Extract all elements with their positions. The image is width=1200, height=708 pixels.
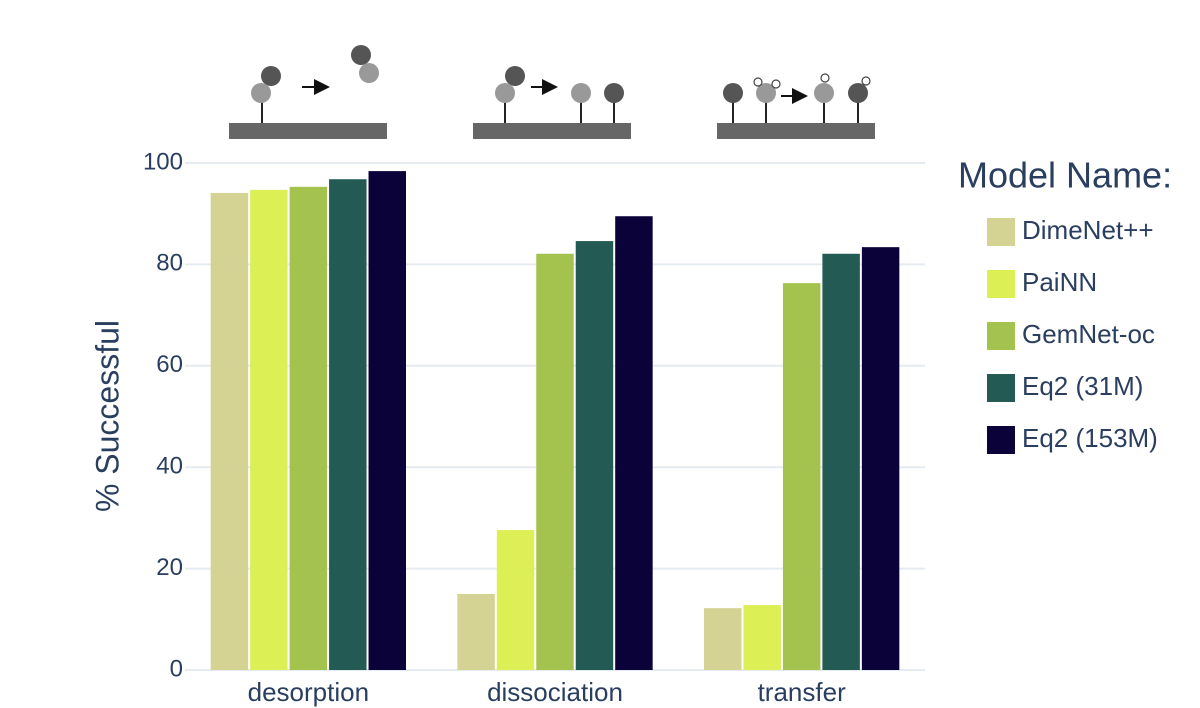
legend-swatch	[987, 374, 1015, 402]
legend-swatch	[987, 270, 1015, 298]
x-tick-label: desorption	[248, 677, 369, 707]
bar	[536, 253, 574, 671]
legend-label: DimeNet++	[1022, 215, 1154, 245]
y-tick-label: 100	[143, 148, 183, 175]
y-tick-label: 60	[156, 351, 183, 378]
legend-title: Model Name:	[958, 155, 1172, 196]
bar	[704, 608, 742, 670]
x-tick-label: transfer	[758, 677, 846, 707]
bar	[496, 530, 535, 670]
bar	[329, 179, 367, 670]
bar	[457, 593, 495, 670]
legend-label: GemNet-oc	[1022, 319, 1155, 349]
bar	[575, 241, 614, 670]
y-axis-label: % Successful	[89, 320, 125, 512]
y-tick-label: 80	[156, 250, 183, 277]
dissociation-icon	[473, 66, 631, 139]
legend-swatch	[987, 426, 1015, 454]
bar	[782, 283, 821, 670]
bar	[743, 605, 781, 670]
bar	[368, 171, 406, 670]
desorption-icon	[229, 45, 387, 139]
y-tick-label: 20	[156, 554, 183, 581]
y-tick-label: 40	[156, 453, 183, 480]
legend-label: Eq2 (153M)	[1022, 423, 1158, 453]
bar	[250, 189, 288, 670]
transfer-icon	[717, 73, 875, 139]
bar	[822, 253, 860, 671]
legend-swatch	[987, 322, 1015, 350]
reaction-icons	[229, 45, 875, 139]
legend-label: PaiNN	[1022, 267, 1097, 297]
bar	[289, 186, 328, 671]
legend-label: Eq2 (31M)	[1022, 371, 1143, 401]
legend-swatch	[987, 218, 1015, 246]
bar	[861, 247, 900, 671]
bar	[615, 216, 653, 671]
bar	[210, 192, 249, 670]
x-tick-label: dissociation	[487, 677, 623, 707]
y-tick-label: 0	[170, 655, 183, 682]
